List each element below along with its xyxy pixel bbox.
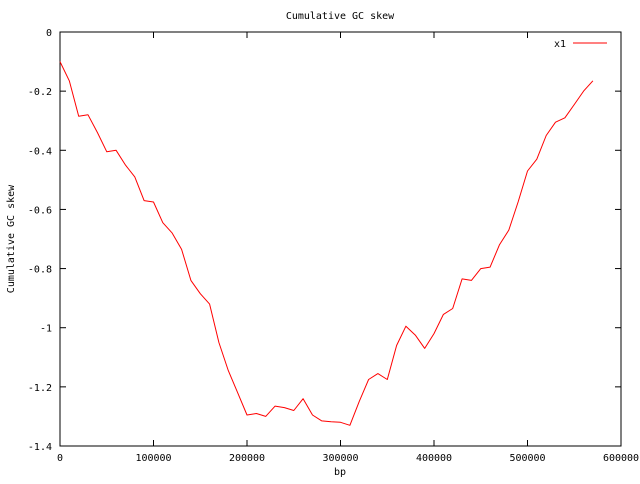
- plot-frame: [59, 31, 622, 447]
- y-tick-label: -1.4: [28, 442, 52, 453]
- x-tick-label: 0: [57, 453, 63, 464]
- y-tick-label: -0.2: [28, 87, 52, 98]
- x-tick-label: 400000: [416, 453, 452, 464]
- x-axis-label: bp: [334, 467, 346, 478]
- y-tick-label: -0.8: [28, 265, 52, 276]
- x-tick-label: 500000: [509, 453, 545, 464]
- legend: x1: [554, 39, 607, 50]
- x-tick-label: 100000: [135, 453, 171, 464]
- y-axis-label: Cumulative GC skew: [6, 184, 17, 293]
- chart-title: Cumulative GC skew: [286, 11, 395, 22]
- y-tick-label: 0: [46, 28, 52, 39]
- y-tick-label: -0.6: [28, 205, 52, 216]
- y-tick-label: -0.4: [28, 146, 52, 157]
- ticks-layer: 0 100000 200000 300000 400000 500000 600000 0 -0…: [28, 28, 639, 464]
- x-tick-label: 600000: [603, 453, 639, 464]
- x-tick-label: 200000: [229, 453, 265, 464]
- x-tick-label: 300000: [322, 453, 358, 464]
- y-tick-label: -1.2: [28, 383, 52, 394]
- legend-label: x1: [554, 39, 566, 50]
- series-layer: [59, 61, 594, 426]
- y-tick-label: -1: [40, 324, 52, 335]
- series-line-x1: [59, 61, 594, 426]
